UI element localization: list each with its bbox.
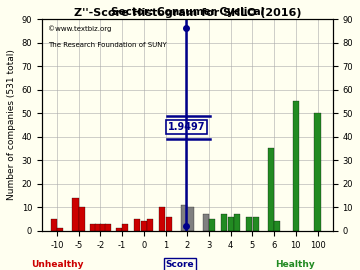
- Bar: [79, 207, 85, 231]
- Bar: [253, 217, 259, 231]
- Y-axis label: Number of companies (531 total): Number of companies (531 total): [7, 49, 16, 200]
- Bar: [274, 221, 280, 231]
- Bar: [141, 221, 147, 231]
- Bar: [203, 214, 209, 231]
- Text: Sector: Consumer Cyclical: Sector: Consumer Cyclical: [111, 7, 264, 17]
- Bar: [72, 198, 78, 231]
- Bar: [246, 217, 252, 231]
- Bar: [95, 224, 101, 231]
- Bar: [188, 207, 194, 231]
- Bar: [209, 219, 215, 231]
- Bar: [51, 219, 57, 231]
- Bar: [90, 224, 96, 231]
- Bar: [221, 214, 227, 231]
- Text: ©www.textbiz.org: ©www.textbiz.org: [48, 25, 111, 32]
- Bar: [134, 219, 140, 231]
- Bar: [228, 217, 234, 231]
- Text: Healthy: Healthy: [275, 260, 315, 269]
- Text: The Research Foundation of SUNY: The Research Foundation of SUNY: [48, 42, 166, 48]
- Text: Score: Score: [166, 260, 194, 269]
- Bar: [116, 228, 122, 231]
- Bar: [122, 224, 129, 231]
- Bar: [315, 113, 320, 231]
- Bar: [100, 224, 106, 231]
- Text: Unhealthy: Unhealthy: [31, 260, 84, 269]
- Bar: [147, 219, 153, 231]
- Bar: [57, 228, 63, 231]
- Bar: [268, 148, 274, 231]
- Bar: [181, 205, 187, 231]
- Title: Z''-Score Histogram for SHLO (2016): Z''-Score Histogram for SHLO (2016): [73, 8, 301, 18]
- Bar: [159, 207, 165, 231]
- Bar: [105, 224, 111, 231]
- Bar: [293, 102, 299, 231]
- Text: 1.9497: 1.9497: [168, 122, 205, 132]
- Bar: [166, 217, 172, 231]
- Bar: [234, 214, 240, 231]
